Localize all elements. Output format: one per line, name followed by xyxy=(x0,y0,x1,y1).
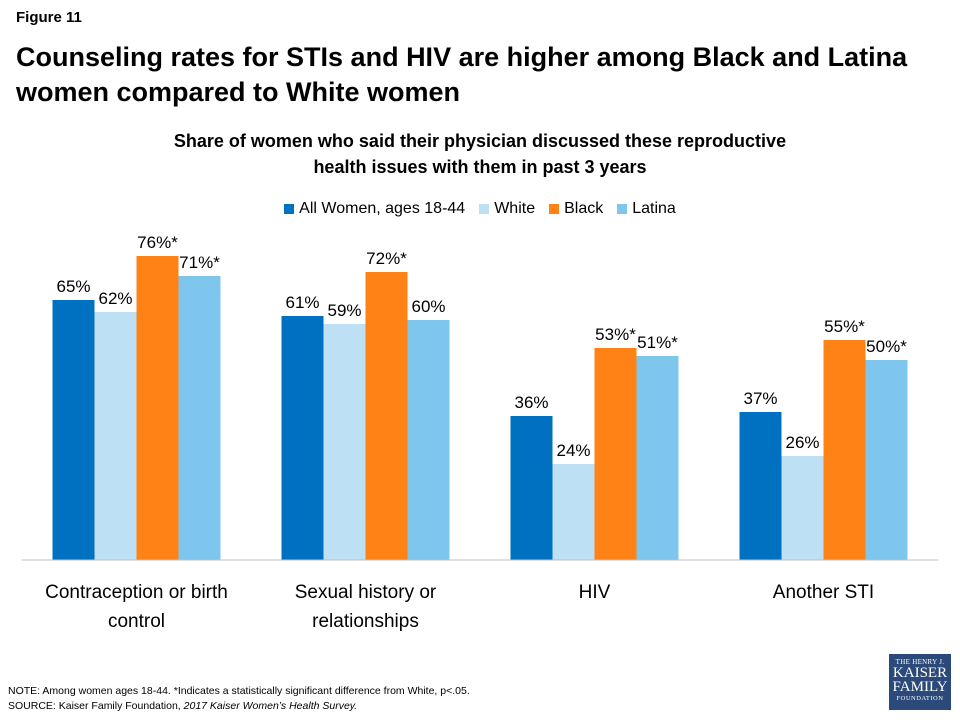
bar-white-another-sti xyxy=(781,456,824,560)
logo-line-2: KAISER xyxy=(892,665,948,681)
legend-swatch-all-women xyxy=(284,204,295,214)
kff-logo: THE HENRY J. KAISER FAMILY FOUNDATION xyxy=(889,654,951,710)
category-label-sexual-history-or-relationships-line-2: relationships xyxy=(312,611,419,632)
data-label-black-sexual-history-or-relationships: 72%* xyxy=(366,249,407,268)
data-label-latina-another-sti: 50%* xyxy=(866,337,907,356)
legend-swatch-black xyxy=(549,204,560,214)
bar-latina-another-sti xyxy=(865,360,908,560)
note-text: NOTE: Among women ages 18-44. *Indicates… xyxy=(8,685,470,697)
data-label-all-women-ages-18-44-hiv: 36% xyxy=(514,393,548,412)
bar-white-contraception-or-birth-control xyxy=(94,312,137,560)
bar-white-hiv xyxy=(552,464,595,560)
figure-label: Figure 11 xyxy=(16,9,82,26)
bar-all-women-ages-18-44-hiv xyxy=(510,416,553,560)
source-title: 2017 Kaiser Women’s Health Survey. xyxy=(183,700,358,712)
data-label-latina-hiv: 51%* xyxy=(637,333,678,352)
bar-latina-sexual-history-or-relationships xyxy=(407,320,450,560)
legend-label-white: White xyxy=(494,200,536,217)
category-label-sexual-history-or-relationships-line-1: Sexual history or xyxy=(295,582,437,603)
data-label-latina-contraception-or-birth-control: 71%* xyxy=(179,253,220,272)
legend-swatch-white xyxy=(479,204,490,214)
bar-all-women-ages-18-44-contraception-or-birth-control xyxy=(52,300,95,560)
source-text: SOURCE: Kaiser Family Foundation, 2017 K… xyxy=(8,699,470,714)
data-label-white-sexual-history-or-relationships: 59% xyxy=(327,301,361,320)
category-label-contraception-or-birth-control-line-2: control xyxy=(108,611,165,632)
legend-item-white: White xyxy=(479,200,535,218)
bar-black-hiv xyxy=(594,348,637,560)
page-title-line-2: women compared to White women xyxy=(16,77,461,107)
data-label-black-another-sti: 55%* xyxy=(824,317,865,336)
bar-black-sexual-history-or-relationships xyxy=(365,272,408,560)
chart-title-line-2: health issues with them in past 3 years xyxy=(313,157,647,177)
legend-item-black: Black xyxy=(549,200,603,218)
logo-line-3: FAMILY xyxy=(892,679,948,695)
data-label-latina-sexual-history-or-relationships: 60% xyxy=(411,297,445,316)
logo-line-1: THE HENRY J. xyxy=(895,658,945,666)
data-label-white-contraception-or-birth-control: 62% xyxy=(98,289,132,308)
category-label-contraception-or-birth-control-line-1: Contraception or birth xyxy=(45,582,228,603)
data-label-black-hiv: 53%* xyxy=(595,325,636,344)
bar-white-sexual-history-or-relationships xyxy=(323,324,366,560)
chart-notes: NOTE: Among women ages 18-44. *Indicates… xyxy=(8,684,470,714)
data-label-white-hiv: 24% xyxy=(556,441,590,460)
page-title: Counseling rates for STIs and HIV are hi… xyxy=(16,40,946,110)
chart-title-line-1: Share of women who said their physician … xyxy=(173,131,787,151)
category-label-hiv-line-1: HIV xyxy=(579,582,611,603)
legend-swatch-latina xyxy=(617,204,628,214)
bar-black-another-sti xyxy=(823,340,866,560)
logo-line-4: FOUNDATION xyxy=(896,695,944,702)
legend-label-all-women: All Women, ages 18-44 xyxy=(299,200,466,217)
legend-item-latina: Latina xyxy=(617,200,676,218)
legend-item-all-women: All Women, ages 18-44 xyxy=(284,200,465,218)
legend-label-latina: Latina xyxy=(632,200,676,217)
data-label-white-another-sti: 26% xyxy=(785,433,819,452)
data-label-black-contraception-or-birth-control: 76%* xyxy=(137,233,178,252)
data-label-all-women-ages-18-44-sexual-history-or-relationships: 61% xyxy=(285,293,319,312)
data-label-all-women-ages-18-44-contraception-or-birth-control: 65% xyxy=(56,277,90,296)
bar-latina-hiv xyxy=(636,356,679,560)
bar-all-women-ages-18-44-another-sti xyxy=(739,412,782,560)
chart-title: Share of women who said their physician … xyxy=(0,128,960,180)
category-label-another-sti-line-1: Another STI xyxy=(773,582,874,603)
data-label-all-women-ages-18-44-another-sti: 37% xyxy=(743,389,777,408)
bar-latina-contraception-or-birth-control xyxy=(178,276,221,560)
bar-black-contraception-or-birth-control xyxy=(136,256,179,560)
chart-legend: All Women, ages 18-44 White Black Latina xyxy=(0,200,960,218)
legend-label-black: Black xyxy=(564,200,604,217)
source-prefix: SOURCE: Kaiser Family Foundation, xyxy=(8,700,184,712)
page-title-line-1: Counseling rates for STIs and HIV are hi… xyxy=(16,42,908,72)
bar-all-women-ages-18-44-sexual-history-or-relationships xyxy=(281,316,324,560)
